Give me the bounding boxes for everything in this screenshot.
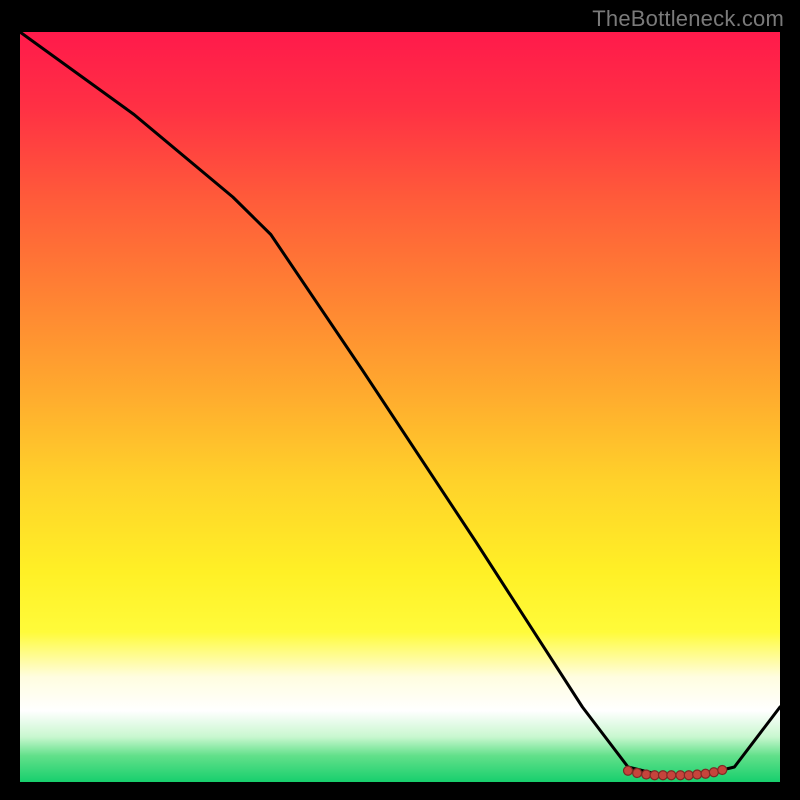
plot-area (20, 32, 780, 782)
data-marker (709, 768, 718, 777)
marker-group (624, 766, 727, 780)
data-marker (693, 770, 702, 779)
chart-svg (20, 32, 780, 782)
data-marker (718, 766, 727, 775)
data-marker (667, 771, 676, 780)
data-marker (676, 771, 685, 780)
data-marker (633, 769, 642, 778)
series-line (20, 32, 780, 775)
data-marker (624, 766, 633, 775)
data-marker (650, 771, 659, 780)
attribution-text: TheBottleneck.com (592, 6, 784, 32)
data-marker (701, 769, 710, 778)
data-marker (642, 770, 651, 779)
data-marker (658, 771, 667, 780)
chart-container: TheBottleneck.com (0, 0, 800, 800)
data-marker (684, 771, 693, 780)
